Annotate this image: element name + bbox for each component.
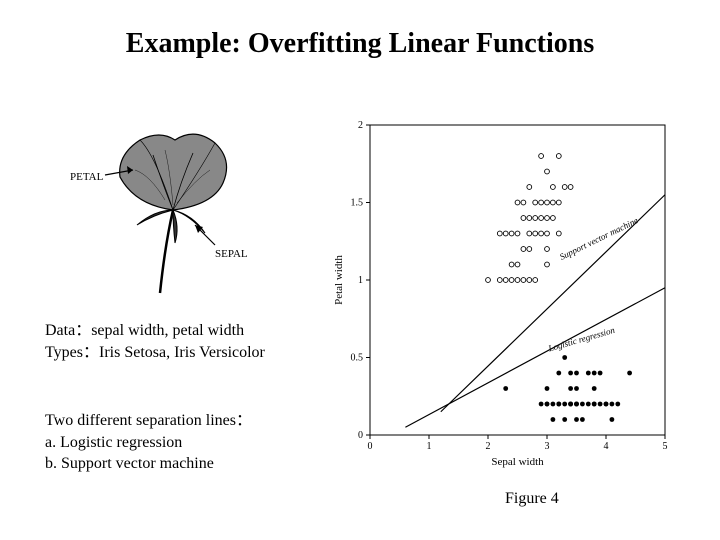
data-line: Data：sepal width, petal width	[45, 320, 265, 342]
svg-text:1: 1	[358, 275, 363, 286]
svg-text:2: 2	[486, 441, 491, 452]
svg-text:Support vector machine: Support vector machine	[558, 215, 640, 262]
svg-text:0: 0	[358, 430, 363, 441]
methods-intro: Two different separation lines：	[45, 410, 252, 432]
svg-text:1.5: 1.5	[351, 198, 364, 209]
svg-text:4: 4	[604, 441, 609, 452]
svg-text:Logistic regression: Logistic regression	[546, 325, 616, 354]
svg-text:5: 5	[663, 441, 668, 452]
method-a: a. Logistic regression	[45, 432, 252, 454]
sepal-label-svg: SEPAL	[215, 248, 248, 260]
svg-text:3: 3	[545, 441, 550, 452]
scatter-chart: 01234500.511.52Sepal widthPetal widthSup…	[330, 115, 680, 475]
slide-title: Example: Overfitting Linear Functions	[0, 28, 720, 60]
figure-caption: Figure 4	[505, 490, 559, 508]
svg-text:Petal width: Petal width	[333, 255, 345, 305]
svg-text:1: 1	[427, 441, 432, 452]
method-b: b. Support vector machine	[45, 453, 252, 475]
flower-illustration: PETAL SEPAL	[65, 115, 265, 295]
methods-description: Two different separation lines： a. Logis…	[45, 410, 252, 475]
data-description: Data：sepal width, petal width Types：Iris…	[45, 320, 265, 363]
svg-text:0: 0	[368, 441, 373, 452]
svg-text:0.5: 0.5	[351, 353, 364, 364]
svg-text:2: 2	[358, 120, 363, 131]
types-line: Types：Iris Setosa, Iris Versicolor	[45, 342, 265, 364]
svg-text:Sepal width: Sepal width	[491, 456, 544, 468]
petal-label-svg: PETAL	[70, 171, 104, 183]
